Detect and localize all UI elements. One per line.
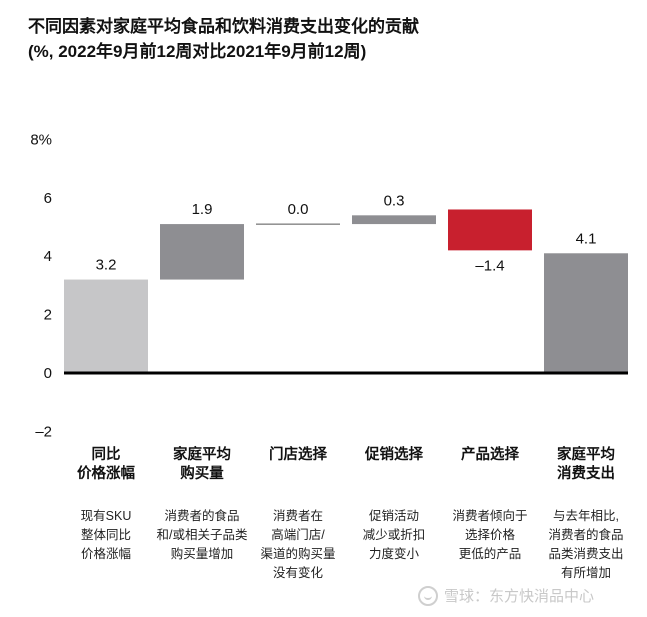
description-line: 消费者的食品 <box>164 509 240 523</box>
category-label-line: 门店选择 <box>269 447 327 463</box>
description-line: 高端门店/ <box>271 528 325 542</box>
description-line: 品类消费支出 <box>548 547 624 561</box>
chart-title-block: 不同因素对家庭平均食品和饮料消费支出变化的贡献 (%, 2022年9月前12周对… <box>28 14 419 64</box>
data-label: –1.4 <box>475 257 504 274</box>
description-line: 购买量增加 <box>170 547 234 561</box>
category-label-line: 同比 <box>91 447 121 463</box>
category-description: 现有SKU 整体同比价格涨幅 <box>46 507 166 564</box>
bar <box>64 279 148 373</box>
category-description: 消费者在高端门店/渠道的购买量 没有变化 <box>238 507 358 583</box>
data-label: 4.1 <box>576 230 597 247</box>
y-tick-label: 0 <box>44 365 52 382</box>
category-label: 同比 价格涨幅 <box>51 446 161 484</box>
category-label-line: 价格涨幅 <box>77 466 135 482</box>
y-tick-label: 6 <box>44 190 52 207</box>
description-line: 整体同比 <box>80 528 131 542</box>
category-description: 促销活动减少或折扣力度变小 <box>334 507 454 564</box>
description-line: 与去年相比, <box>553 509 619 523</box>
bar <box>352 215 436 225</box>
description-line: 消费者倾向于 <box>452 509 528 523</box>
y-tick-label: 2 <box>44 307 52 324</box>
category-label-line: 消费支出 <box>557 466 615 482</box>
watermark: 雪球：东方快消品中心 <box>418 585 594 606</box>
description-line: 和/或相关子品类 <box>156 528 248 542</box>
description-line: 更低的产品 <box>458 547 522 561</box>
description-line: 选择价格 <box>464 528 515 542</box>
category-label: 门店选择 <box>243 446 353 465</box>
data-label: 0.3 <box>384 192 405 209</box>
data-label: 0.0 <box>288 201 309 218</box>
bar <box>160 224 244 280</box>
watermark-text: 雪球：东方快消品中心 <box>444 588 595 605</box>
description-line: 减少或折扣 <box>362 528 426 542</box>
description-line: 消费者在 <box>272 509 323 523</box>
category-label: 促销选择 <box>339 446 449 465</box>
category-description: 与去年相比, 消费者的食品 品类消费支出 有所增加 <box>526 507 646 583</box>
y-tick-label: –2 <box>35 423 52 440</box>
category-label-line: 家庭平均 <box>557 447 615 463</box>
xueqiu-logo-icon <box>418 585 438 606</box>
chart-subtitle: (%, 2022年9月前12周对比2021年9月前12周) <box>28 42 367 61</box>
data-label: 3.2 <box>96 257 117 274</box>
category-description: 消费者倾向于 选择价格更低的产品 <box>430 507 550 564</box>
category-label: 产品选择 <box>435 446 545 465</box>
category-label: 家庭平均 购买量 <box>147 446 257 484</box>
description-line: 没有变化 <box>272 566 323 580</box>
y-tick-label: 4 <box>44 248 52 265</box>
y-tick-label: 8% <box>30 131 52 148</box>
description-line: 有所增加 <box>560 566 611 580</box>
category-description: 消费者的食品 和/或相关子品类 购买量增加 <box>142 507 262 564</box>
category-label: 家庭平均 消费支出 <box>531 446 641 484</box>
description-line: 消费者的食品 <box>548 528 624 542</box>
description-line: 促销活动 <box>368 509 419 523</box>
chart-title: 不同因素对家庭平均食品和饮料消费支出变化的贡献 <box>28 17 419 36</box>
description-line: 价格涨幅 <box>80 547 131 561</box>
bar <box>448 209 532 251</box>
category-label-line: 产品选择 <box>461 447 519 463</box>
data-label: 1.9 <box>192 201 213 218</box>
description-line: 渠道的购买量 <box>260 547 336 561</box>
description-line: 力度变小 <box>368 547 419 561</box>
description-line: 现有SKU <box>80 509 132 523</box>
category-label-line: 促销选择 <box>365 447 423 463</box>
category-label-line: 家庭平均 <box>173 447 231 463</box>
bar <box>544 253 628 373</box>
category-label-line: 购买量 <box>180 466 224 482</box>
